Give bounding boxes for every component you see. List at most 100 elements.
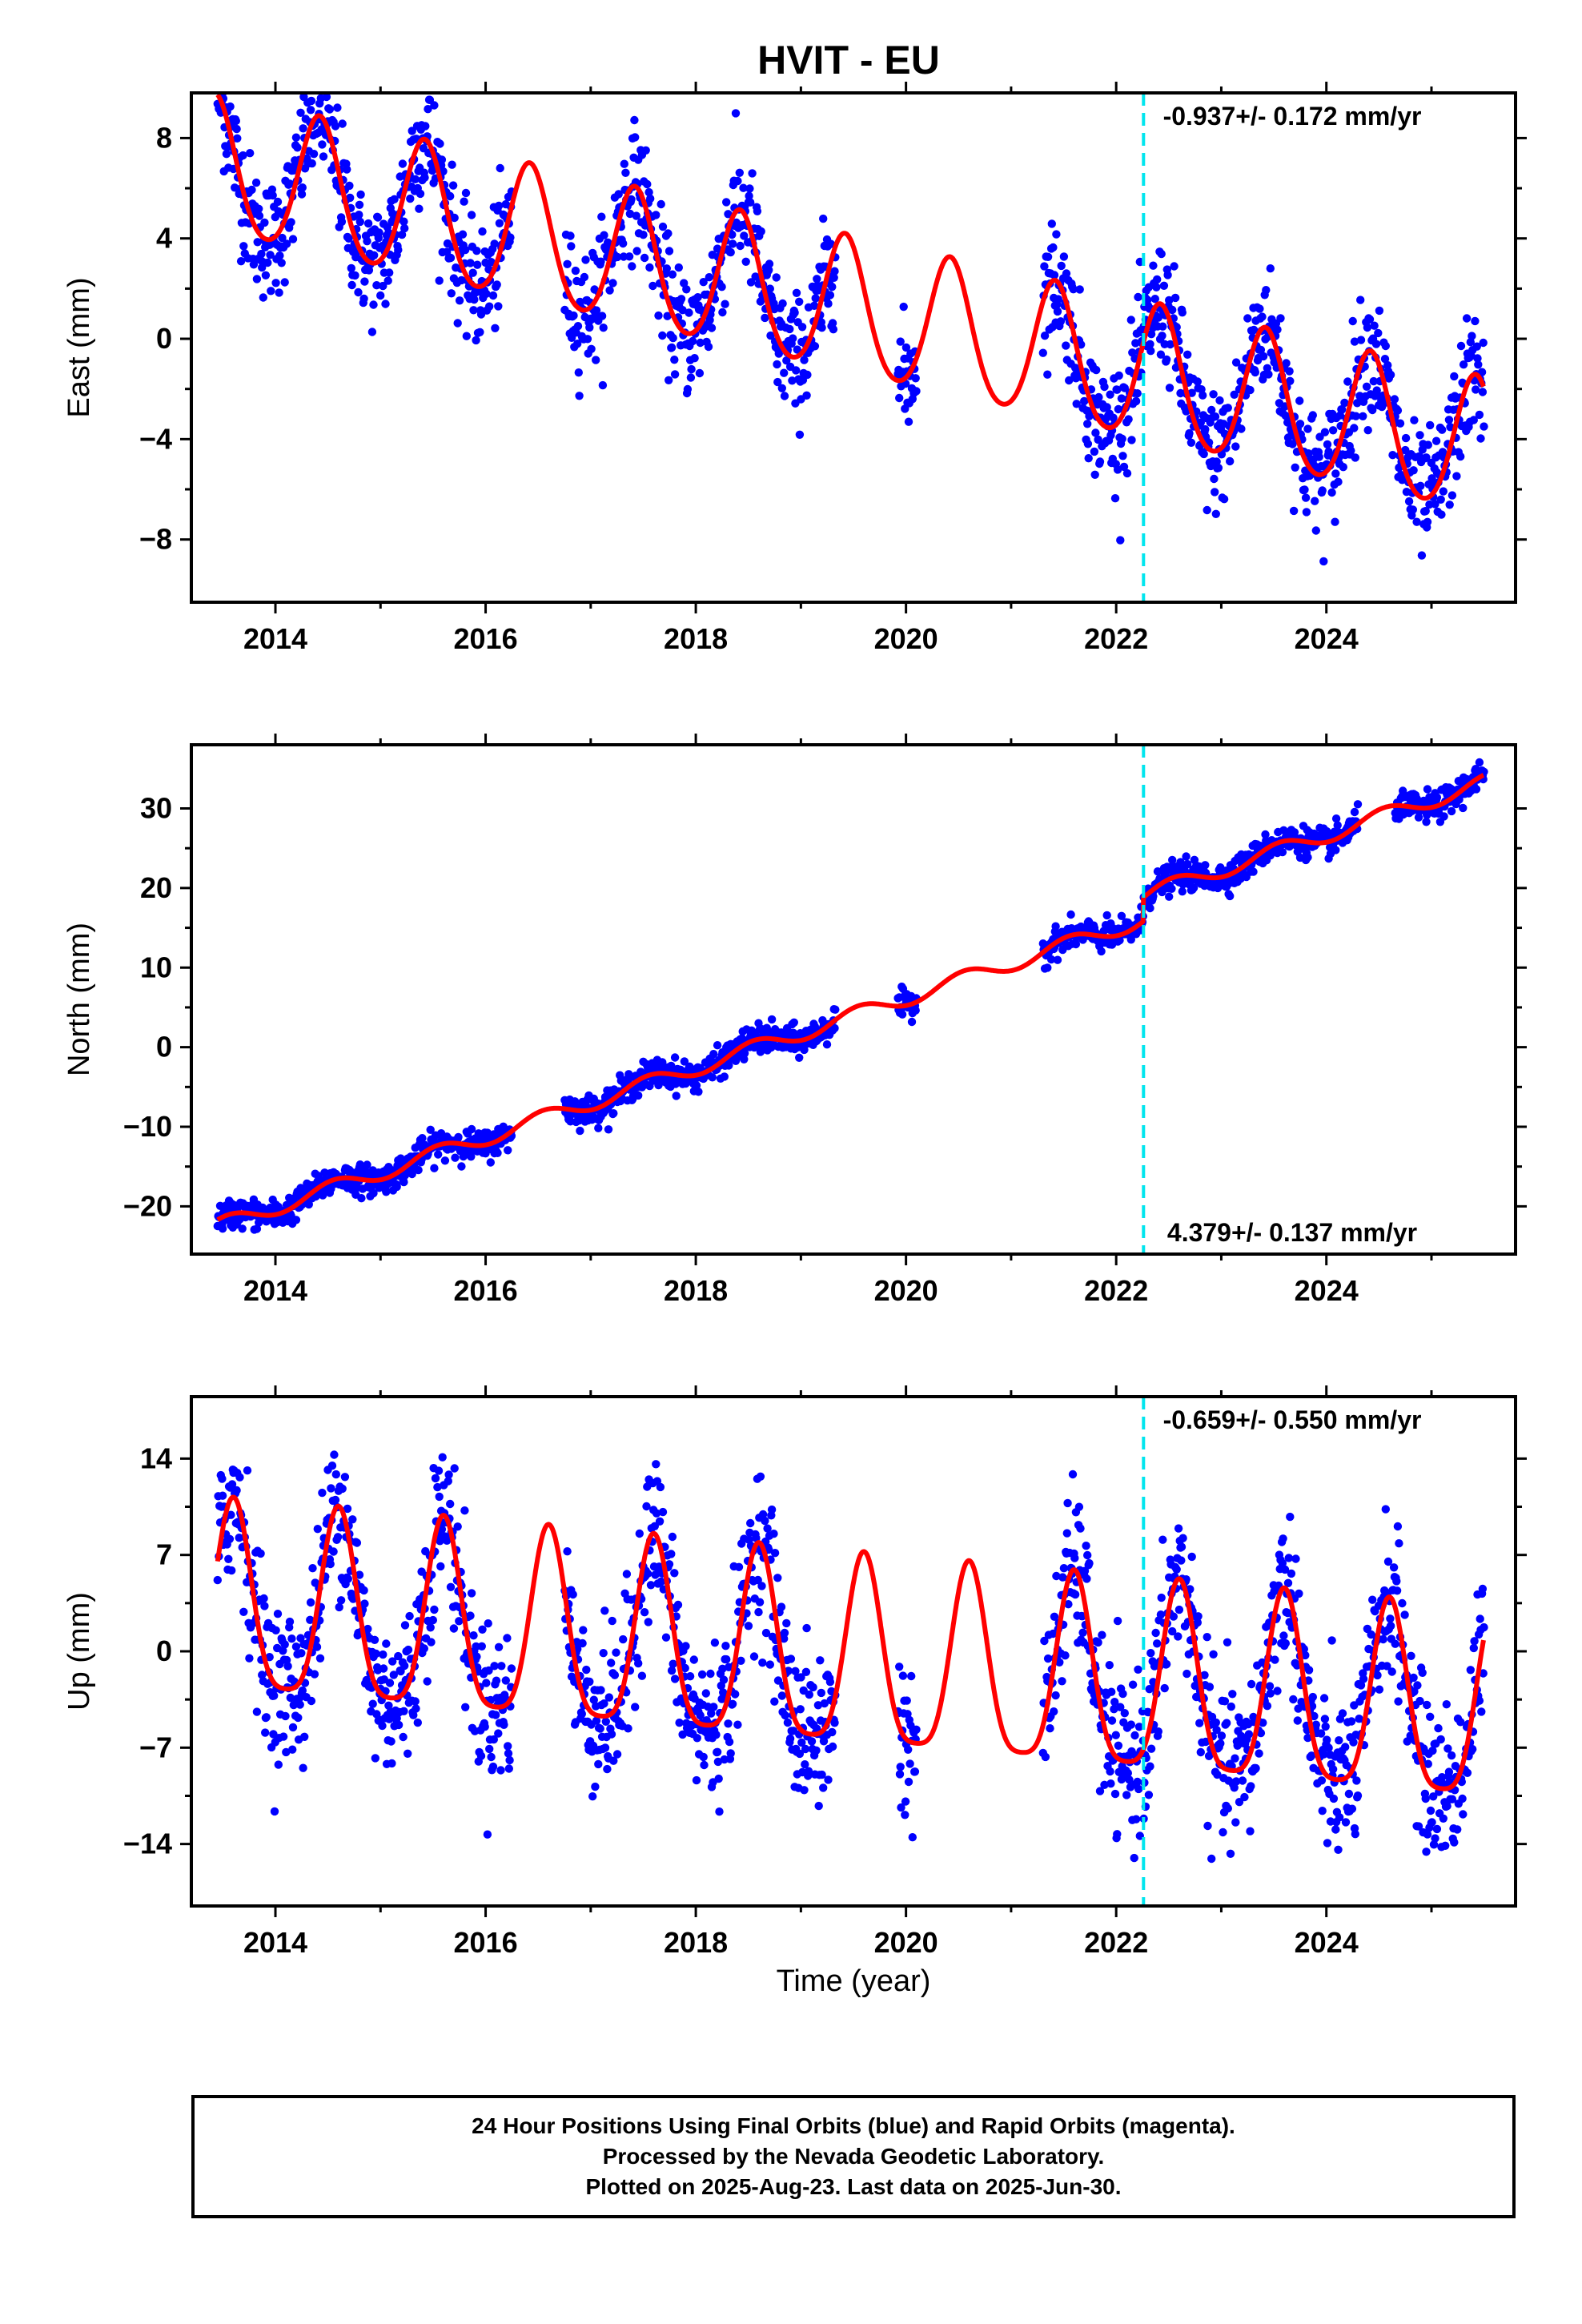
data-point [734,1562,744,1572]
data-point [1107,1687,1116,1696]
data-point [1118,452,1127,460]
data-point [297,1649,306,1658]
data-point [1450,372,1459,381]
y-tick-label: 0 [156,1634,172,1667]
data-point [1117,911,1126,921]
data-point [327,1462,337,1470]
data-point [1444,416,1454,424]
data-point [299,124,307,133]
data-point [307,96,316,106]
data-point [466,1611,475,1620]
data-point [818,214,828,223]
data-point [1092,365,1101,375]
data-point [668,270,677,279]
data-point [476,328,484,336]
data-point [260,1602,269,1610]
data-point [1348,316,1357,326]
data-point [1365,315,1375,324]
data-point [701,1689,710,1698]
data-point [218,1491,227,1500]
data-point [487,1752,496,1762]
data-point [1295,1589,1303,1598]
data-point [1058,1677,1066,1686]
data-point [904,1745,913,1754]
data-point [231,116,240,126]
data-point [1246,1827,1255,1835]
data-point [1351,1830,1360,1839]
data-point [1453,1825,1462,1834]
data-point [1329,1794,1339,1803]
data-point [1174,1632,1182,1641]
data-point [1400,1610,1409,1619]
data-point [507,1664,516,1673]
data-point [1187,1552,1196,1562]
data-point [1311,497,1319,505]
data-point [1183,350,1192,359]
data-point [1413,1681,1422,1690]
data-point [1343,377,1352,386]
data-point [488,291,498,300]
y-tick-label: 20 [140,871,172,904]
data-point [1223,1804,1233,1813]
data-point [761,1516,769,1526]
data-point [712,1731,721,1739]
data-point [1293,1716,1303,1725]
data-point [746,278,756,287]
data-point [1261,830,1270,839]
data-point [1122,1791,1131,1799]
data-point [298,1686,307,1695]
data-point [1331,1825,1340,1834]
data-point [728,239,737,248]
data-point [1389,1563,1399,1572]
data-point [1113,385,1122,394]
data-point [504,1764,513,1773]
data-point [1386,1622,1395,1630]
data-point [1102,403,1111,412]
data-point [279,1732,288,1741]
data-point [1116,536,1125,545]
data-point [1463,1768,1472,1777]
data-point [297,190,307,199]
data-point [213,1575,222,1585]
data-point [1083,440,1093,448]
data-point [1203,1821,1212,1831]
data-point [802,1623,811,1633]
scatter-points-north [213,758,1488,1234]
data-point [722,1655,731,1664]
data-point [1438,425,1447,434]
data-point [792,288,801,297]
data-point [696,338,705,348]
data-point [1195,1719,1204,1727]
data-point [1356,296,1365,304]
data-point [1466,1666,1476,1675]
data-point [216,83,224,91]
data-point [1380,355,1390,364]
data-point [901,343,911,352]
data-point [1189,883,1199,892]
data-point [697,1670,707,1679]
data-point [379,1664,388,1673]
data-point [1066,910,1075,919]
data-point [1426,1712,1435,1721]
data-point [1437,510,1446,519]
data-point [340,1473,350,1482]
data-point [1247,1782,1255,1791]
data-point [722,198,731,207]
data-point [1414,813,1423,822]
data-point [1199,391,1207,400]
data-point [1203,505,1211,515]
data-point [1051,1691,1060,1700]
data-point [1409,1673,1418,1683]
data-point [1156,350,1166,359]
data-point [643,179,652,189]
data-point [492,1676,501,1685]
data-point [1273,325,1282,334]
data-point [252,1707,262,1716]
data-point [1182,852,1191,861]
data-point [817,1688,825,1698]
data-point [1046,1724,1054,1733]
data-point [467,211,476,219]
data-point [1168,305,1177,315]
data-point [1308,411,1318,420]
data-point [664,229,673,238]
